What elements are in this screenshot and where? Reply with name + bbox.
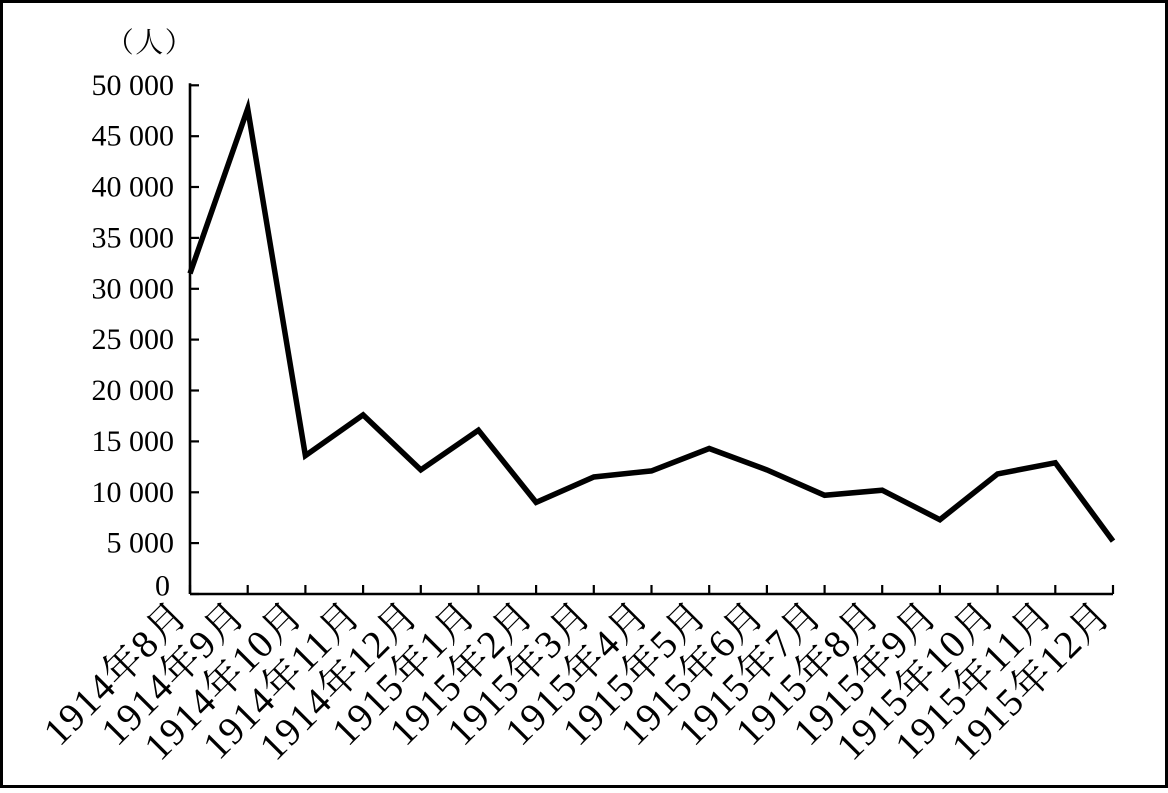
svg-text:20 000: 20 000	[92, 374, 175, 407]
svg-text:15 000: 15 000	[92, 425, 175, 458]
svg-text:35 000: 35 000	[92, 221, 175, 254]
svg-text:45 000: 45 000	[92, 120, 175, 153]
svg-text:5 000: 5 000	[107, 527, 175, 560]
svg-text:10 000: 10 000	[92, 476, 175, 509]
svg-text:40 000: 40 000	[92, 171, 175, 204]
svg-text:25 000: 25 000	[92, 323, 175, 356]
svg-text:30 000: 30 000	[92, 272, 175, 305]
svg-text:（人）: （人）	[106, 27, 195, 59]
svg-text:50 000: 50 000	[92, 69, 175, 102]
